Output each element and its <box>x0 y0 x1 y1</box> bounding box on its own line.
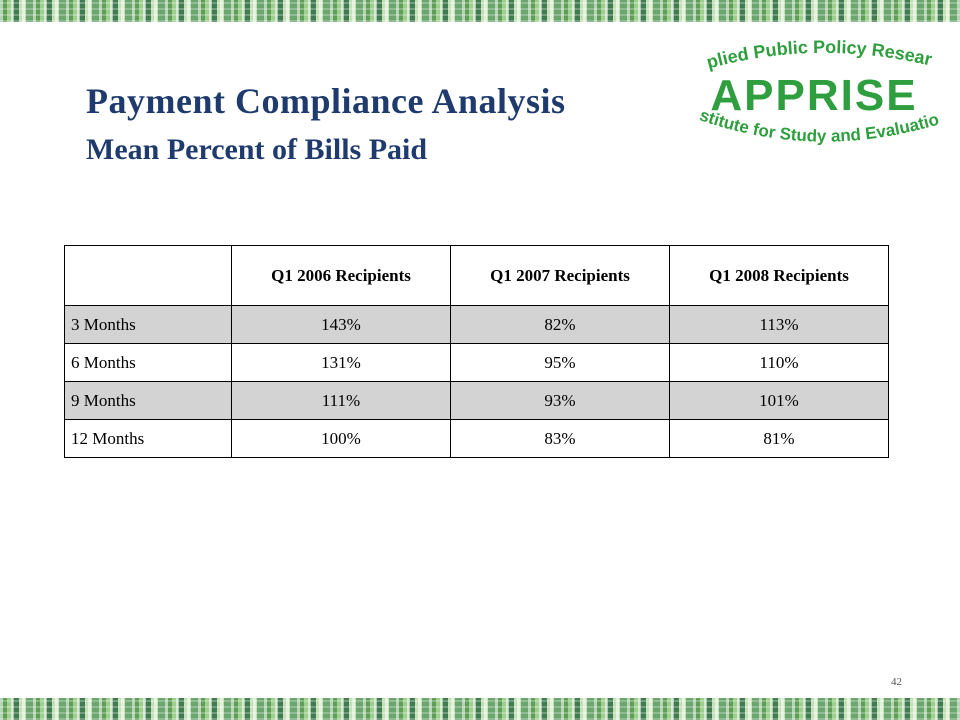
table-row: 3 Months 143% 82% 113% <box>64 305 889 344</box>
table-cell: 95% <box>450 343 670 382</box>
table-header-row: Q1 2006 Recipients Q1 2007 Recipients Q1… <box>64 245 889 306</box>
table-cell: 111% <box>231 381 451 420</box>
row-label: 6 Months <box>64 343 232 382</box>
table-cell: 81% <box>669 419 889 458</box>
slide-title: Payment Compliance Analysis <box>86 81 566 121</box>
logo-top-text: Applied Public Policy Research <box>682 30 934 73</box>
apprise-logo: Applied Public Policy Research APPRISE I… <box>682 30 946 180</box>
table-cell: 113% <box>669 305 889 344</box>
logo-main-text: APPRISE <box>710 71 917 120</box>
table-cell: 93% <box>450 381 670 420</box>
top-decorative-band <box>0 0 960 22</box>
header-q1-2008: Q1 2008 Recipients <box>669 245 889 306</box>
table-cell: 83% <box>450 419 670 458</box>
header-blank-cell <box>64 245 232 306</box>
row-label: 3 Months <box>64 305 232 344</box>
table-cell: 100% <box>231 419 451 458</box>
row-label: 12 Months <box>64 419 232 458</box>
header-q1-2007: Q1 2007 Recipients <box>450 245 670 306</box>
table-cell: 110% <box>669 343 889 382</box>
payment-compliance-table: Q1 2006 Recipients Q1 2007 Recipients Q1… <box>64 245 889 458</box>
slide-subtitle: Mean Percent of Bills Paid <box>86 133 428 166</box>
table-row: 6 Months 131% 95% 110% <box>64 343 889 382</box>
header-q1-2006: Q1 2006 Recipients <box>231 245 451 306</box>
table-cell: 131% <box>231 343 451 382</box>
bottom-decorative-band <box>0 698 960 720</box>
page-number: 42 <box>891 676 902 688</box>
table-cell: 82% <box>450 305 670 344</box>
table-row: 9 Months 111% 93% 101% <box>64 381 889 420</box>
table-cell: 143% <box>231 305 451 344</box>
row-label: 9 Months <box>64 381 232 420</box>
table-row: 12 Months 100% 83% 81% <box>64 419 889 458</box>
table-cell: 101% <box>669 381 889 420</box>
